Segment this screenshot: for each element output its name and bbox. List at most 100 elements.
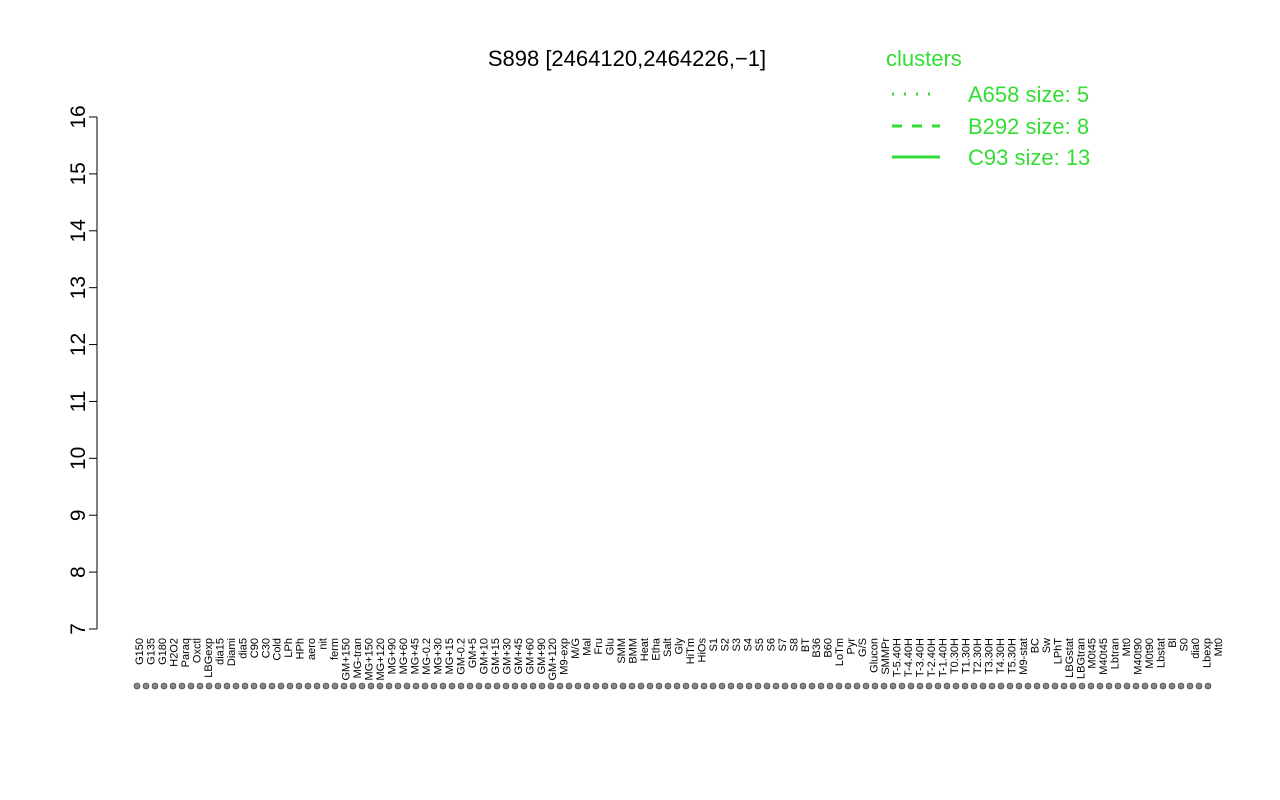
x-tick-label: Glucon [869, 638, 881, 673]
y-tick-label: 13 [67, 276, 90, 299]
x-tick-label: LPhT [1052, 638, 1064, 665]
x-tick-label: M40t45 [1098, 638, 1110, 675]
x-tick-label: SMM [616, 638, 628, 664]
x-tick-label: S2 [719, 638, 731, 651]
legend-label-b292: B292 size: 8 [968, 114, 1089, 139]
x-tick-label: B60 [823, 638, 835, 658]
rug-dot [331, 682, 339, 690]
rug-dot [709, 682, 717, 690]
y-tick-label: 14 [67, 219, 90, 243]
rug-dot [988, 682, 996, 690]
rug-dot [376, 682, 384, 690]
rug-dot [1114, 682, 1122, 690]
rug-dot [349, 682, 357, 690]
rug-dot [205, 682, 213, 690]
x-tick-label: Fru [593, 638, 605, 655]
x-tick-label: LBGtran [1075, 638, 1087, 679]
y-tick-label: 7 [67, 623, 90, 635]
x-tick-label: GM-0.2 [455, 638, 467, 675]
rug-dot [250, 682, 258, 690]
x-tick-label: nit [318, 638, 330, 650]
x-tick-label: G180 [157, 638, 169, 665]
rug-dot [592, 682, 600, 690]
x-tick-label: S4 [742, 638, 754, 651]
y-tick-label: 8 [67, 566, 90, 578]
rug-dot [799, 682, 807, 690]
x-tick-label: GM+150 [341, 638, 353, 681]
rug-dot [511, 682, 519, 690]
rug-dot [880, 682, 888, 690]
y-tick-label: 9 [67, 509, 90, 521]
x-tick-label: LBGexp [203, 638, 215, 678]
x-tick-label: Mt0 [1121, 638, 1133, 656]
x-tick-label: S3 [731, 638, 743, 651]
rug-dot [826, 682, 834, 690]
rug-dot [1132, 682, 1140, 690]
rug-dot [574, 682, 582, 690]
x-tick-label: GM+120 [547, 638, 559, 681]
rug-dot [502, 682, 510, 690]
rug-dot [295, 682, 303, 690]
x-tick-label: LoTm [834, 638, 846, 666]
rug-dot [1051, 682, 1059, 690]
rug-dot [619, 682, 627, 690]
rug-dot [322, 682, 330, 690]
rug-dot [727, 682, 735, 690]
y-tick-label: 12 [67, 333, 90, 356]
x-tick-label: Glu [605, 638, 617, 655]
rug-dot [304, 682, 312, 690]
rug-dot [889, 682, 897, 690]
rug-dot [907, 682, 915, 690]
rug-dot [358, 682, 366, 690]
x-tick-label: SMMPr [880, 638, 892, 675]
rug-dot [313, 682, 321, 690]
rug-dot [556, 682, 564, 690]
rug-dot [646, 682, 654, 690]
x-tick-label: T-4.40H [903, 638, 915, 677]
y-tick-label: 10 [67, 447, 90, 470]
rug-dot [1069, 682, 1077, 690]
x-tick-label: M/G [570, 638, 582, 659]
rug-dot [385, 682, 393, 690]
rug-dot [853, 682, 861, 690]
rug-dot [1195, 682, 1203, 690]
x-tick-label: Salt [662, 638, 674, 657]
rug-dot [484, 682, 492, 690]
rug-dot [1177, 682, 1185, 690]
rug-dot [403, 682, 411, 690]
x-tick-label: Gly [674, 638, 686, 655]
rug-dot [169, 682, 177, 690]
x-tick-label: GM+5 [467, 638, 479, 668]
x-tick-label: Lbexp [1202, 638, 1214, 668]
rug-dot [817, 682, 825, 690]
x-tick-label: GM+10 [478, 638, 490, 674]
rug-dot [610, 682, 618, 690]
rug-dot [493, 682, 501, 690]
rug-dot [412, 682, 420, 690]
x-tick-label: LPh [283, 638, 295, 658]
chart-title: S898 [2464120,2464226,−1] [488, 46, 766, 71]
rug-dot [259, 682, 267, 690]
rug-dot [475, 682, 483, 690]
x-tick-label: T1.30H [960, 638, 972, 674]
rug-dot [1150, 682, 1158, 690]
rug-dot [628, 682, 636, 690]
x-tick-label: GM+90 [536, 638, 548, 674]
rug-dot [970, 682, 978, 690]
rug-dot [835, 682, 843, 690]
x-tick-label: dia5 [237, 638, 249, 659]
x-tick-label: T-1.40H [938, 638, 950, 677]
x-tick-label: MG+150 [364, 638, 376, 681]
x-tick-label: BC [1029, 638, 1041, 653]
x-tick-label: S1 [708, 638, 720, 651]
x-tick-label: GM+15 [490, 638, 502, 674]
x-tick-label: MG+60 [398, 638, 410, 674]
rug-dot [538, 682, 546, 690]
rug-dot [448, 682, 456, 690]
rug-dot [790, 682, 798, 690]
x-tick-label: G150 [134, 638, 146, 665]
x-tick-label: C90 [249, 638, 261, 658]
x-tick-label: MG+30 [432, 638, 444, 674]
rug-dot [736, 682, 744, 690]
x-tick-label: BMM [628, 638, 640, 664]
